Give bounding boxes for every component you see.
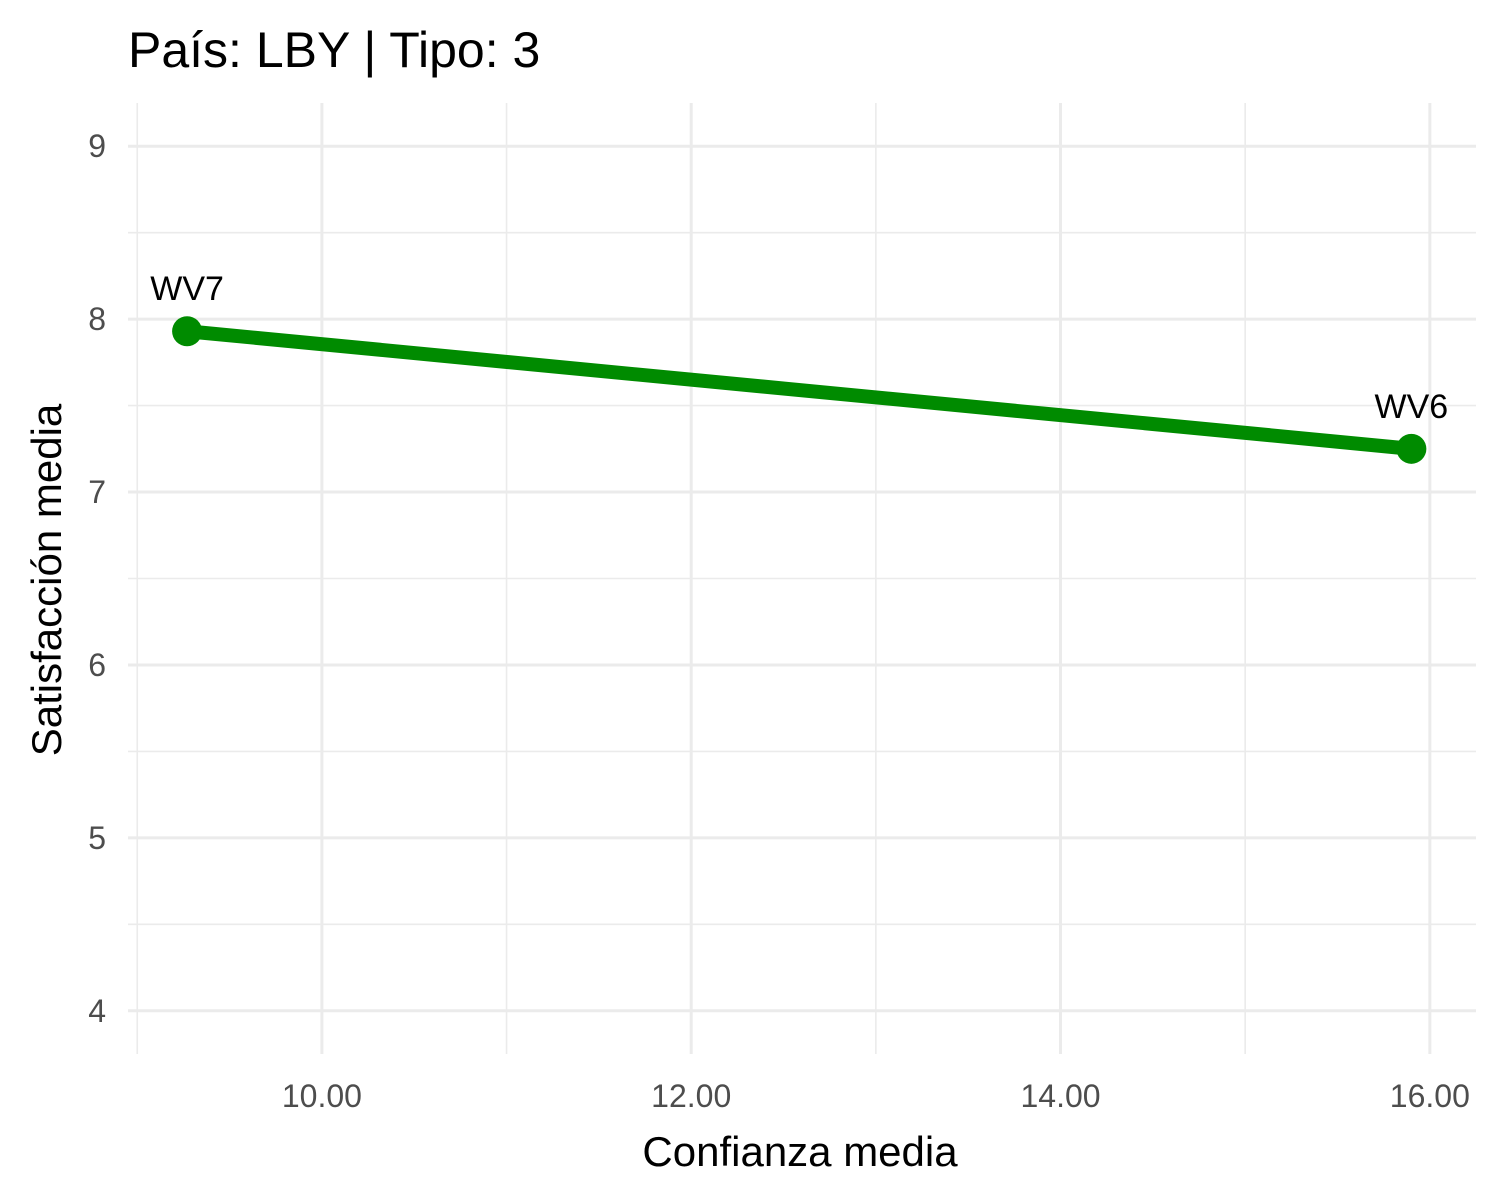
x-tick-label: 12.00 [651, 1078, 731, 1114]
y-tick-label: 9 [88, 128, 106, 164]
x-tick-label: 14.00 [1020, 1078, 1100, 1114]
y-tick-label: 4 [88, 993, 106, 1029]
y-tick-label: 7 [88, 474, 106, 510]
y-tick-label: 5 [88, 820, 106, 856]
data-point-label: WV6 [1375, 388, 1449, 426]
grid [128, 103, 1476, 1054]
x-tick-label: 10.00 [282, 1078, 362, 1114]
x-axis-title: Confianza media [642, 1128, 958, 1175]
y-tick-label: 8 [88, 301, 106, 337]
series-line [186, 324, 1413, 456]
chart-title: País: LBY | Tipo: 3 [128, 22, 540, 78]
x-tick-label: 16.00 [1390, 1078, 1470, 1114]
series-layer: WV7 WV6 [150, 270, 1448, 464]
data-point [172, 316, 203, 347]
tick-labels: 4 5 6 7 8 9 10.00 12.00 14.00 16.00 [88, 128, 1470, 1114]
y-axis-title: Satisfacción media [23, 403, 70, 756]
y-tick-label: 6 [88, 647, 106, 683]
data-point-label: WV7 [150, 270, 224, 308]
data-point [1396, 433, 1427, 464]
